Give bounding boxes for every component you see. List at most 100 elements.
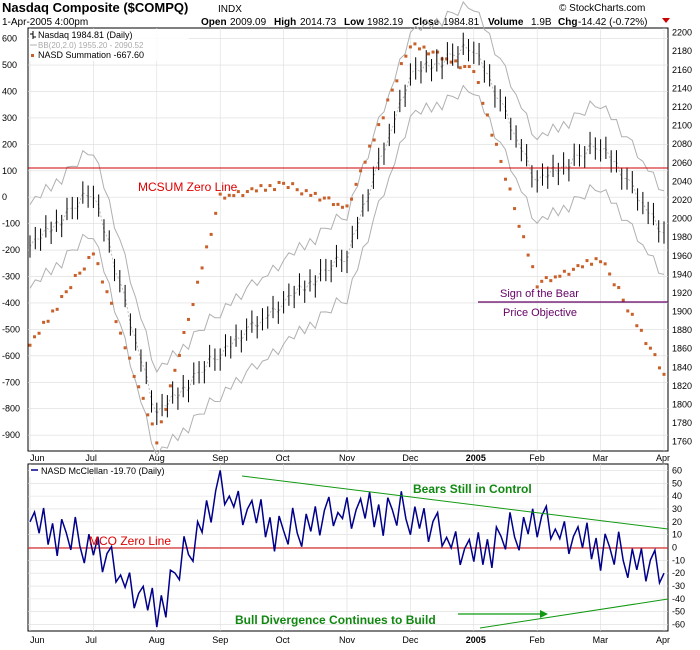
- summation-point: [363, 160, 367, 164]
- left-axis-ticks: 600 500 400 300 200 100 0 -100 -200 -300 -400 -500 -…: [2, 34, 20, 441]
- summation-point: [476, 81, 480, 85]
- summation-point: [313, 191, 317, 195]
- x-tick-label: Apr: [656, 635, 670, 645]
- price-panel-grid: [28, 28, 668, 451]
- mco-zero-label: MCO Zero Line: [89, 534, 171, 548]
- mco-axis-ticks: 60 50 40 30 20 10 0 -10 -20 -30 -40 -50 -60: [672, 465, 685, 629]
- summation-point: [254, 189, 258, 193]
- mco-tick-label: 50: [672, 478, 682, 488]
- mco-tick-label: 0: [672, 543, 677, 553]
- summation-point: [187, 317, 190, 321]
- mco-tick-label: -30: [672, 581, 685, 591]
- summation-point: [662, 372, 666, 376]
- legend-price: Nasdaq 1984.81 (Daily): [38, 30, 133, 40]
- summation-point: [340, 205, 344, 209]
- summation-point: [553, 275, 557, 279]
- summation-point: [123, 346, 127, 350]
- bear-label: Sign of the Bear: [500, 288, 579, 300]
- summation-point: [250, 187, 254, 191]
- bull-label: Bull Divergence Continues to Build: [235, 613, 436, 627]
- summation-point: [513, 207, 517, 211]
- summation-point: [200, 266, 204, 270]
- summation-point: [490, 133, 494, 137]
- high-value: 2014.73: [300, 17, 337, 28]
- high-label: High: [274, 17, 296, 28]
- summation-point: [55, 307, 59, 311]
- summation-point: [78, 271, 82, 275]
- summation-point: [463, 65, 467, 69]
- right-tick-label: 1900: [672, 307, 692, 317]
- summation-point: [608, 272, 612, 276]
- summation-point: [82, 267, 86, 271]
- summation-point: [635, 324, 639, 328]
- summation-point: [87, 255, 91, 259]
- summation-point: [91, 252, 95, 256]
- x-tick-label: 2005: [466, 635, 486, 645]
- summation-point: [526, 253, 530, 257]
- summation-point: [544, 276, 548, 280]
- summation-point: [214, 211, 218, 215]
- right-tick-label: 1880: [672, 325, 692, 335]
- mco-tick-label: -20: [672, 568, 685, 578]
- right-tick-label: 2080: [672, 139, 692, 149]
- summation-point: [359, 169, 363, 173]
- summation-point: [617, 286, 621, 290]
- summation-point: [422, 45, 426, 49]
- summation-point: [100, 280, 104, 284]
- right-tick-label: 2160: [672, 65, 692, 75]
- summation-point: [309, 193, 313, 197]
- summation-point: [173, 368, 177, 372]
- left-tick-label: -400: [2, 298, 20, 308]
- left-tick-label: -100: [2, 219, 20, 229]
- summation-point: [576, 264, 580, 268]
- summation-point: [648, 346, 652, 350]
- chg-value: -14.42 (-0.72%): [578, 17, 647, 28]
- mco-tick-label: -60: [672, 620, 685, 630]
- summation-point: [354, 182, 358, 186]
- left-tick-label: 100: [2, 166, 17, 176]
- x-tick-label: Dec: [402, 453, 419, 463]
- right-tick-label: 2040: [672, 176, 692, 186]
- legend-mco: NASD McClellan -19.70 (Daily): [41, 466, 165, 476]
- summation-point: [368, 144, 372, 148]
- summation-point: [232, 194, 236, 198]
- x-tick-label: Feb: [529, 453, 545, 463]
- x-tick-label: Mar: [593, 635, 609, 645]
- summation-point: [268, 184, 272, 188]
- lower-band: [29, 84, 665, 457]
- mco-tick-label: 40: [672, 491, 682, 501]
- summation-point: [318, 198, 322, 202]
- chart-header: Nasdaq Composite ($COMPQ) INDX © StockCh…: [2, 0, 670, 28]
- right-axis-ticks: 2200 2180 2160 2140 2120 2100 2080 2060 2040 2020…: [672, 28, 692, 447]
- summation-point: [390, 88, 394, 92]
- x-tick-label: Feb: [529, 635, 545, 645]
- volume-label: Volume: [488, 17, 524, 28]
- summation-point: [639, 328, 643, 332]
- price-panel: [27, 27, 669, 452]
- summation-point: [209, 232, 213, 236]
- left-tick-label: -800: [2, 404, 20, 414]
- x-tick-label: Dec: [402, 635, 419, 645]
- left-tick-label: -900: [2, 430, 20, 440]
- summation-point: [241, 194, 245, 198]
- left-tick-label: 400: [2, 86, 17, 96]
- left-tick-label: 0: [2, 192, 7, 202]
- summation-point: [431, 50, 435, 54]
- summation-point: [128, 356, 132, 360]
- left-tick-label: 300: [2, 113, 17, 123]
- summation-point: [119, 331, 123, 335]
- summation-point: [508, 187, 512, 191]
- summation-point: [336, 202, 340, 206]
- x-tick-label: Oct: [276, 635, 291, 645]
- summation-point: [227, 193, 231, 197]
- arrow-head-icon: [540, 610, 548, 618]
- legend-bb: BB(20,2.0) 1955.20 - 2090.52: [38, 41, 144, 50]
- summation-point: [386, 98, 390, 102]
- summation-point: [331, 203, 335, 207]
- left-tick-label: -700: [2, 377, 20, 387]
- summation-point: [449, 60, 453, 64]
- left-tick-label: 200: [2, 139, 17, 149]
- volume-value: 1.9B: [531, 17, 552, 28]
- summation-point: [535, 285, 539, 289]
